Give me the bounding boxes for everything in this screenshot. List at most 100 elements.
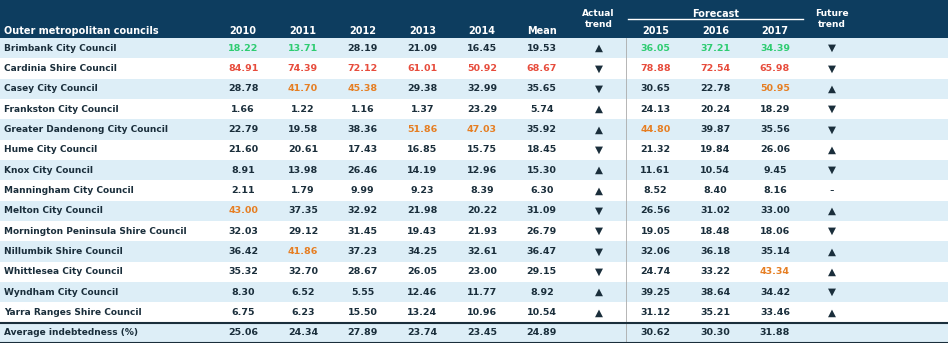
Text: 19.43: 19.43 — [408, 227, 437, 236]
Text: 32.99: 32.99 — [467, 84, 497, 93]
Text: ▼: ▼ — [828, 165, 836, 175]
Text: Wyndham City Council: Wyndham City Council — [4, 288, 118, 297]
Text: 2013: 2013 — [409, 26, 436, 36]
Text: Forecast: Forecast — [692, 10, 738, 20]
Text: 1.79: 1.79 — [291, 186, 315, 195]
Text: 2010: 2010 — [229, 26, 257, 36]
Text: 36.05: 36.05 — [641, 44, 670, 53]
Text: 1.66: 1.66 — [231, 105, 255, 114]
Text: ▲: ▲ — [594, 125, 603, 134]
Text: 23.45: 23.45 — [467, 328, 497, 337]
Text: 21.09: 21.09 — [408, 44, 437, 53]
Text: 24.89: 24.89 — [526, 328, 557, 337]
Text: 18.22: 18.22 — [228, 44, 259, 53]
Text: ▲: ▲ — [594, 186, 603, 196]
Text: ▼: ▼ — [828, 104, 836, 114]
Bar — [0, 262, 948, 282]
Bar — [0, 38, 948, 58]
Text: 2016: 2016 — [702, 26, 729, 36]
Text: 2.11: 2.11 — [231, 186, 255, 195]
Text: Mean: Mean — [527, 26, 556, 36]
Text: 8.52: 8.52 — [644, 186, 667, 195]
Text: 36.18: 36.18 — [701, 247, 730, 256]
Text: Greater Dandenong City Council: Greater Dandenong City Council — [4, 125, 168, 134]
Text: 34.42: 34.42 — [760, 288, 790, 297]
Text: 28.78: 28.78 — [228, 84, 259, 93]
Text: 1.22: 1.22 — [291, 105, 315, 114]
Text: 2014: 2014 — [468, 26, 496, 36]
Text: 44.80: 44.80 — [641, 125, 670, 134]
Text: Nillumbik Shire Council: Nillumbik Shire Council — [4, 247, 122, 256]
Text: 9.45: 9.45 — [763, 166, 787, 175]
Text: 30.62: 30.62 — [641, 328, 670, 337]
Text: 19.84: 19.84 — [700, 145, 731, 154]
Text: 24.74: 24.74 — [641, 267, 670, 276]
Text: 74.39: 74.39 — [288, 64, 318, 73]
Text: ▲: ▲ — [828, 247, 836, 257]
Text: 15.30: 15.30 — [527, 166, 556, 175]
Text: Actual
trend: Actual trend — [582, 9, 615, 29]
Text: 24.13: 24.13 — [641, 105, 670, 114]
Text: 8.91: 8.91 — [231, 166, 255, 175]
Text: 26.56: 26.56 — [641, 206, 670, 215]
Text: 31.45: 31.45 — [348, 227, 377, 236]
Text: ▼: ▼ — [594, 226, 603, 236]
Text: 27.89: 27.89 — [347, 328, 378, 337]
Text: 2015: 2015 — [642, 26, 669, 36]
Text: 61.01: 61.01 — [408, 64, 437, 73]
Text: Outer metropolitan councils: Outer metropolitan councils — [4, 26, 158, 36]
Text: 11.61: 11.61 — [641, 166, 670, 175]
Text: 68.67: 68.67 — [526, 64, 557, 73]
Text: 13.24: 13.24 — [408, 308, 437, 317]
Text: 51.86: 51.86 — [408, 125, 437, 134]
Text: ▲: ▲ — [828, 206, 836, 216]
Text: 29.38: 29.38 — [408, 84, 437, 93]
Bar — [0, 79, 948, 99]
Text: 8.40: 8.40 — [703, 186, 727, 195]
Text: 6.52: 6.52 — [291, 288, 315, 297]
Bar — [0, 140, 948, 160]
Text: 1.16: 1.16 — [351, 105, 374, 114]
Text: 37.21: 37.21 — [701, 44, 730, 53]
Text: 18.45: 18.45 — [527, 145, 556, 154]
Text: 8.92: 8.92 — [530, 288, 554, 297]
Text: Whittlesea City Council: Whittlesea City Council — [4, 267, 122, 276]
Bar — [0, 160, 948, 180]
Text: 36.47: 36.47 — [527, 247, 556, 256]
Text: 32.03: 32.03 — [228, 227, 258, 236]
Text: 45.38: 45.38 — [348, 84, 377, 93]
Bar — [0, 302, 948, 323]
Text: 25.06: 25.06 — [228, 328, 258, 337]
Text: 43.34: 43.34 — [760, 267, 790, 276]
Text: ▲: ▲ — [594, 104, 603, 114]
Text: 43.00: 43.00 — [228, 206, 258, 215]
Text: 16.85: 16.85 — [408, 145, 437, 154]
Text: 20.22: 20.22 — [467, 206, 497, 215]
Text: 10.96: 10.96 — [467, 308, 497, 317]
Text: Casey City Council: Casey City Council — [4, 84, 98, 93]
Text: 26.06: 26.06 — [760, 145, 790, 154]
Text: ▲: ▲ — [594, 287, 603, 297]
Text: 23.00: 23.00 — [467, 267, 497, 276]
Text: 50.92: 50.92 — [467, 64, 497, 73]
Text: 78.88: 78.88 — [640, 64, 671, 73]
Text: 26.05: 26.05 — [408, 267, 437, 276]
Text: 2017: 2017 — [761, 26, 789, 36]
Text: ▼: ▼ — [594, 267, 603, 277]
Text: 39.87: 39.87 — [701, 125, 730, 134]
Bar — [0, 99, 948, 119]
Text: 19.53: 19.53 — [527, 44, 556, 53]
Text: 34.39: 34.39 — [760, 44, 790, 53]
Text: 33.46: 33.46 — [760, 308, 790, 317]
Text: 35.14: 35.14 — [760, 247, 790, 256]
Text: ▲: ▲ — [594, 165, 603, 175]
Text: ▲: ▲ — [828, 84, 836, 94]
Text: 18.29: 18.29 — [759, 105, 791, 114]
Text: 32.06: 32.06 — [641, 247, 670, 256]
Text: 18.06: 18.06 — [760, 227, 790, 236]
Text: ▼: ▼ — [828, 125, 836, 134]
Text: Future
trend: Future trend — [815, 9, 848, 29]
Text: 2012: 2012 — [349, 26, 376, 36]
Text: 31.09: 31.09 — [527, 206, 556, 215]
Text: 30.30: 30.30 — [701, 328, 730, 337]
